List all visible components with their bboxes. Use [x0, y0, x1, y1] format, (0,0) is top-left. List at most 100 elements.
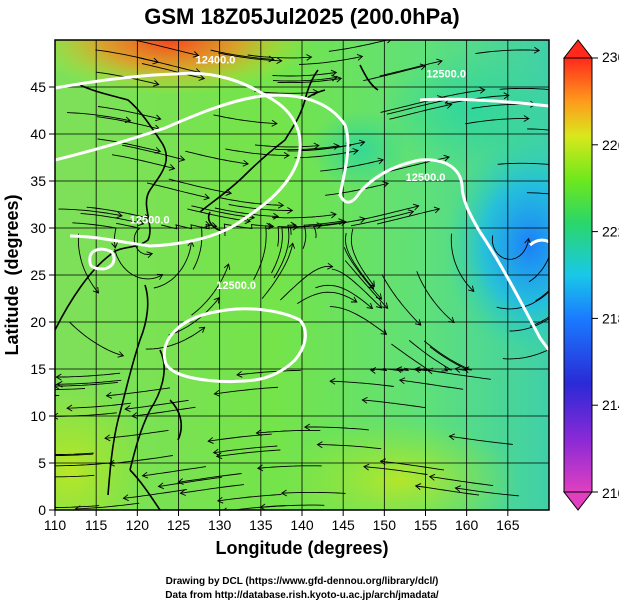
streamline-arrow — [448, 433, 455, 441]
streamline — [218, 52, 282, 62]
streamline — [97, 138, 161, 152]
streamline-arrow — [306, 54, 313, 61]
x-tick-label: 120 — [126, 517, 150, 533]
colorbar-tick-label: 226 — [602, 137, 619, 153]
colorbar: 210 214 218 222 226 230 — [562, 39, 619, 511]
streamline-arrow — [156, 273, 164, 280]
streamline — [213, 114, 277, 125]
streamline — [55, 462, 115, 467]
streamline — [55, 452, 94, 456]
streamline-arrow — [316, 441, 323, 449]
streamline-arrow — [255, 429, 262, 437]
streamline — [86, 206, 150, 219]
streamline-arrow — [55, 412, 59, 420]
streamline — [297, 291, 358, 304]
streamline-arrow — [523, 115, 530, 122]
streamline — [302, 220, 344, 249]
streamline — [153, 241, 192, 289]
streamline — [55, 505, 100, 508]
streamline — [217, 494, 282, 502]
streamline-arrow — [287, 207, 294, 214]
streamline — [109, 455, 173, 465]
streamline — [350, 228, 375, 287]
streamline — [502, 349, 549, 360]
streamline-arrow — [244, 217, 251, 225]
streamline — [449, 435, 513, 445]
streamline — [304, 426, 369, 431]
streamline-arrow — [143, 213, 151, 221]
streamline-arrow — [557, 342, 563, 347]
streamline-arrow — [277, 201, 285, 209]
streamline — [247, 54, 312, 59]
wind-streamlines — [0, 40, 563, 510]
contour-12500-north-line — [55, 93, 549, 351]
streamline-arrow — [131, 412, 138, 420]
streamline — [58, 208, 123, 217]
streamline-arrow — [331, 74, 338, 82]
streamline — [223, 223, 272, 236]
streamline — [214, 207, 279, 217]
streamline — [408, 340, 453, 372]
streamline — [123, 489, 187, 499]
streamline-arrow — [327, 262, 334, 270]
streamline-arrow — [213, 389, 220, 397]
streamline — [455, 487, 519, 497]
streamline-arrow — [55, 373, 62, 381]
streamline — [429, 476, 494, 487]
streamline — [55, 395, 60, 396]
streamline-arrow — [330, 69, 338, 77]
streamline — [289, 221, 347, 235]
streamline — [275, 145, 339, 151]
streamline — [97, 106, 161, 120]
streamline — [111, 154, 175, 170]
streamline — [317, 444, 382, 450]
streamline — [57, 379, 122, 385]
streamline-arrow — [210, 222, 218, 229]
x-tick-label: 140 — [290, 517, 314, 533]
streamline-arrow — [276, 57, 283, 64]
streamline — [363, 466, 428, 475]
contour-label: 12500.0 — [216, 280, 256, 292]
streamline — [104, 429, 169, 439]
x-tick-label: 135 — [249, 517, 273, 533]
streamline — [55, 453, 94, 456]
streamline-arrow — [268, 222, 275, 230]
streamline-arrow — [242, 159, 249, 167]
streamline-arrow — [272, 212, 280, 220]
streamline-arrow — [330, 211, 337, 219]
streamline-arrow — [283, 152, 290, 159]
streamline — [389, 103, 452, 120]
grid-lines — [55, 40, 549, 510]
streamline — [320, 159, 384, 172]
streamline — [315, 284, 373, 309]
streamline-arrow — [225, 189, 233, 196]
x-tick-label: 150 — [373, 517, 397, 533]
streamline — [377, 208, 440, 225]
streamline-arrow — [117, 351, 125, 358]
y-axis-label: Latitude (degrees) — [2, 194, 22, 355]
streamline-arrow — [215, 452, 223, 460]
streamline-arrow — [66, 404, 73, 412]
streamline-arrow — [368, 280, 375, 288]
streamline-arrow — [92, 287, 100, 294]
streamline — [261, 243, 294, 299]
contour-label: 12400.0 — [196, 55, 236, 67]
streamline — [344, 260, 389, 309]
streamline — [158, 476, 222, 487]
chart-title: GSM 18Z05Jul2025 (200.0hPa) — [144, 4, 460, 29]
streamline — [254, 144, 319, 148]
streamline-arrow — [356, 53, 364, 61]
streamline-arrow — [556, 162, 561, 168]
y-tick-label: 25 — [30, 267, 46, 283]
streamline-arrow — [137, 219, 145, 227]
streamline-arrow — [414, 319, 422, 326]
streamline-arrow — [223, 263, 231, 270]
streamline-arrow — [203, 193, 211, 201]
x-tick-label: 125 — [167, 517, 191, 533]
streamline — [277, 77, 342, 84]
streamline-arrow — [312, 88, 320, 96]
streamline-arrow — [0, 390, 1, 396]
streamline-arrow — [436, 58, 443, 66]
streamline — [69, 321, 124, 357]
